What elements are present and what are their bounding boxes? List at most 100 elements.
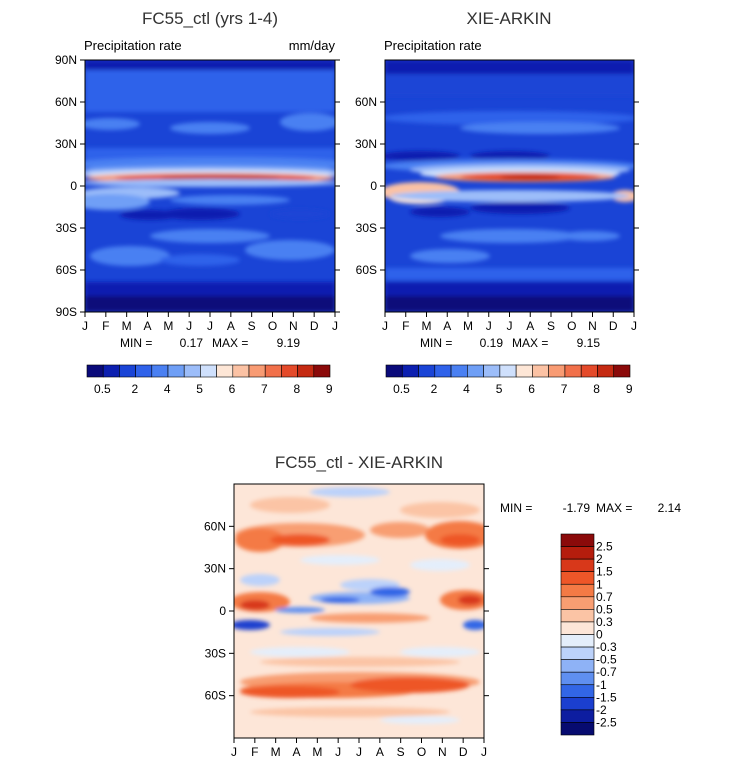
legend-swatch (102, 364, 120, 378)
legend-swatch (467, 364, 484, 378)
panel-observed-max-label: MAX = (512, 336, 548, 350)
panel-difference-min-label: MIN = (500, 501, 532, 515)
y-tick-label: 30N (204, 562, 226, 576)
panel-difference: FC55_ctl - XIE-ARKIN (204, 453, 681, 759)
x-tick-label: A (227, 319, 235, 333)
panel-difference-legend: 2.521.510.70.50.30-0.3-0.5-0.7-1-1.5-2-2… (560, 533, 617, 736)
y-tick-label: 30S (205, 646, 226, 660)
legend-swatch (560, 621, 595, 635)
panel-model-title: FC55_ctl (yrs 1-4) (142, 9, 278, 28)
x-tick-label: J (231, 745, 237, 759)
legend-label: 7 (561, 382, 568, 396)
legend-swatch (560, 558, 595, 572)
x-tick-label: A (526, 319, 534, 333)
y-tick-label: 90N (55, 53, 77, 67)
legend-label: 2 (131, 382, 138, 396)
y-tick-label: 0 (219, 604, 226, 618)
x-tick-label: J (332, 319, 338, 333)
legend-swatch (560, 609, 595, 623)
y-tick-label: 90S (56, 305, 77, 319)
panel-difference-max-label: MAX = (596, 501, 632, 515)
x-tick-label: J (335, 745, 341, 759)
legend-label: 2 (596, 552, 603, 566)
panel-model-legend: 0.5 2 4 5 6 7 8 9 (86, 364, 333, 396)
y-tick-label: 0 (370, 179, 377, 193)
legend-label: -2 (596, 703, 607, 717)
panel-observed-title: XIE-ARKIN (466, 9, 551, 28)
x-tick-label: M (122, 319, 132, 333)
x-tick-label: O (567, 319, 576, 333)
legend-swatch (560, 571, 595, 585)
legend-swatch (499, 364, 517, 378)
panel-model-max-value: 9.19 (277, 336, 301, 350)
legend-swatch (135, 364, 153, 378)
legend-swatch (313, 364, 331, 378)
x-tick-label: J (186, 319, 192, 333)
x-tick-label: J (507, 319, 513, 333)
legend-label: 8 (593, 382, 600, 396)
legend-label: 6 (528, 382, 535, 396)
legend-label: 0.7 (596, 590, 613, 604)
x-tick-label: M (312, 745, 322, 759)
x-tick-label: D (310, 319, 319, 333)
x-tick-label: J (82, 319, 88, 333)
x-tick-label: S (547, 319, 555, 333)
legend-swatch (216, 364, 234, 378)
legend-swatch (151, 364, 169, 378)
x-tick-label: J (486, 319, 492, 333)
legend-swatch (560, 684, 595, 698)
legend-swatch (548, 364, 566, 378)
x-tick-label: N (289, 319, 298, 333)
legend-label: 5 (196, 382, 203, 396)
panel-difference-max-value: 2.14 (658, 501, 682, 515)
legend-label: 0 (596, 628, 603, 642)
x-tick-label: A (443, 319, 451, 333)
legend-label: -0.7 (596, 665, 617, 679)
legend-label: 0.5 (94, 382, 111, 396)
panel-observed-subtitle: Precipitation rate (384, 38, 482, 53)
legend-label: -1 (596, 678, 607, 692)
x-tick-label: J (207, 319, 213, 333)
legend-swatch (560, 671, 595, 686)
legend-label: 4 (164, 382, 171, 396)
legend-label: 1 (596, 577, 603, 591)
legend-swatch (613, 364, 631, 378)
legend-label: 2.5 (596, 540, 613, 554)
legend-label: 5 (496, 382, 503, 396)
x-tick-label: F (402, 319, 409, 333)
legend-label: -1.5 (596, 690, 617, 704)
legend-swatch (86, 364, 104, 378)
x-tick-label: J (382, 319, 388, 333)
legend-label: 1.5 (596, 565, 613, 579)
y-tick-label: 60N (355, 95, 377, 109)
legend-label: 4 (463, 382, 470, 396)
legend-label: 6 (229, 382, 236, 396)
x-tick-label: M (422, 319, 432, 333)
x-tick-label: J (631, 319, 637, 333)
panel-model-max-label: MAX = (212, 336, 248, 350)
y-tick-label: 60N (55, 95, 77, 109)
panel-observed-min-label: MIN = (420, 336, 452, 350)
legend-swatch (119, 364, 136, 378)
legend-swatch (560, 659, 595, 673)
y-tick-label: 30S (56, 221, 77, 235)
legend-swatch (281, 364, 298, 378)
y-tick-label: 60N (204, 519, 226, 533)
legend-swatch (418, 364, 436, 378)
legend-swatch (450, 364, 468, 378)
legend-swatch (560, 596, 595, 610)
x-tick-label: O (268, 319, 277, 333)
legend-swatch (297, 364, 315, 378)
legend-label: 7 (261, 382, 268, 396)
legend-swatch (560, 583, 595, 598)
x-tick-label: A (292, 745, 300, 759)
x-tick-label: N (588, 319, 597, 333)
x-tick-label: D (459, 745, 468, 759)
legend-label: -2.5 (596, 715, 617, 729)
x-tick-label: J (356, 745, 362, 759)
legend-label: -0.3 (596, 640, 617, 654)
x-tick-label: M (271, 745, 281, 759)
